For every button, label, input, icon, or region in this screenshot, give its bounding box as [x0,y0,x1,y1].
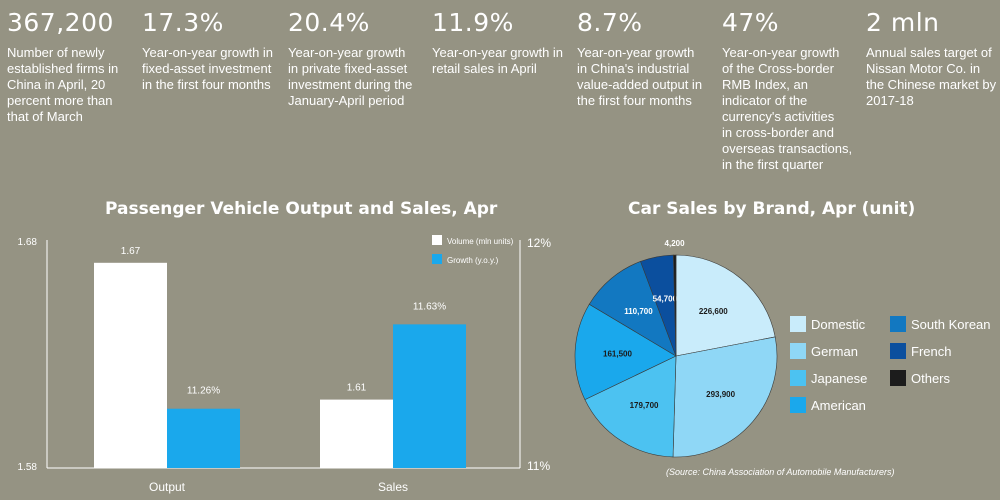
right-tick-label: 12% [527,236,551,250]
left-tick-label: 1.68 [18,237,38,248]
stat-value: 20.4% [288,8,370,37]
stat-nissan-target: 2 mln Annual sales target of Nissan Moto… [866,8,996,109]
legend-label: Growth (y.o.y.) [447,256,499,265]
pie-slice-others [673,254,677,357]
legend-swatch-growth [432,254,442,264]
stat-description: Number of newly established firms in Chi… [7,45,119,124]
legend-label: Others [911,371,951,386]
stat-fixed-asset-investment: 17.3% Year-on-year growth in fixed-asset… [142,8,273,93]
pie-slice-japanese [584,355,677,458]
legend-swatch [790,316,806,332]
right-tick-label: 11% [527,459,550,473]
stat-description: Year-on-year growth in private fixed-ass… [288,45,413,108]
legend-swatch [890,343,906,359]
pie-value-label: 4,200 [665,239,686,248]
stat-value: 47% [722,8,780,37]
category-label: Sales [378,480,408,494]
legend-label: French [911,344,951,359]
legend-label: Domestic [811,317,866,332]
pie-chart-title: Car Sales by Brand, Apr (unit) [628,199,916,219]
legend-swatch [790,370,806,386]
stat-description: Year-on-year growth in China's industria… [577,45,703,108]
bar-value-label: 11.26% [187,386,220,397]
stat-new-firms: 367,200 Number of newly established firm… [7,8,118,125]
bar-value-label: 1.67 [121,246,141,257]
legend-swatch [890,316,906,332]
bar-growth [393,324,466,468]
bar-volume [320,399,393,468]
stat-value: 17.3% [142,8,224,37]
pie-value-label: 161,500 [603,349,632,358]
pie-slice-american [574,303,677,401]
legend-swatch [790,397,806,413]
stat-rmb-index: 47% Year-on-year growth of the Cross-bor… [722,8,852,173]
stat-description: Year-on-year growth in fixed-asset inves… [142,45,274,92]
stat-description: Annual sales target of Nissan Motor Co. … [866,45,997,108]
pie-slice-domestic [675,254,776,357]
pie-value-label: 293,900 [706,390,735,399]
legend-label: Volume (mln units) [447,237,514,246]
pie-value-label: 179,700 [630,401,659,410]
pie-value-label: 226,600 [699,307,728,316]
bar-value-label: 11.63% [413,301,446,312]
stat-value: 367,200 [7,8,114,37]
source-note: (Source: China Association of Automobile… [666,467,895,477]
stat-description: Year-on-year growth of the Cross-border … [722,45,853,172]
category-label: Output [149,480,186,494]
pie-slice-german [672,336,778,458]
stat-value: 2 mln [866,8,940,37]
stat-description: Year-on-year growth in retail sales in A… [432,45,564,76]
left-tick-label: 1.58 [18,462,38,473]
stat-industrial-output: 8.7% Year-on-year growth in China's indu… [577,8,702,109]
legend-swatch [890,370,906,386]
legend-label: German [811,344,858,359]
legend-label: South Korean [911,317,991,332]
pie-value-label: 110,700 [624,307,653,316]
pie-slice-south-korean [588,261,677,357]
bar-growth [167,408,240,468]
stat-private-investment: 20.4% Year-on-year growth in private fix… [288,8,412,109]
pie-value-label: 54,700 [653,294,678,303]
bar-chart-title: Passenger Vehicle Output and Sales, Apr [105,199,498,219]
stats-row: 367,200 Number of newly established firm… [0,0,1000,190]
stat-value: 8.7% [577,8,643,37]
stat-retail-sales: 11.9% Year-on-year growth in retail sale… [432,8,563,77]
legend-label: Japanese [811,371,867,386]
legend-swatch [790,343,806,359]
legend-swatch-volume [432,235,442,245]
bar-value-label: 1.61 [347,383,367,394]
bar-volume [94,262,167,468]
legend-label: American [811,398,866,413]
stat-value: 11.9% [432,8,514,37]
